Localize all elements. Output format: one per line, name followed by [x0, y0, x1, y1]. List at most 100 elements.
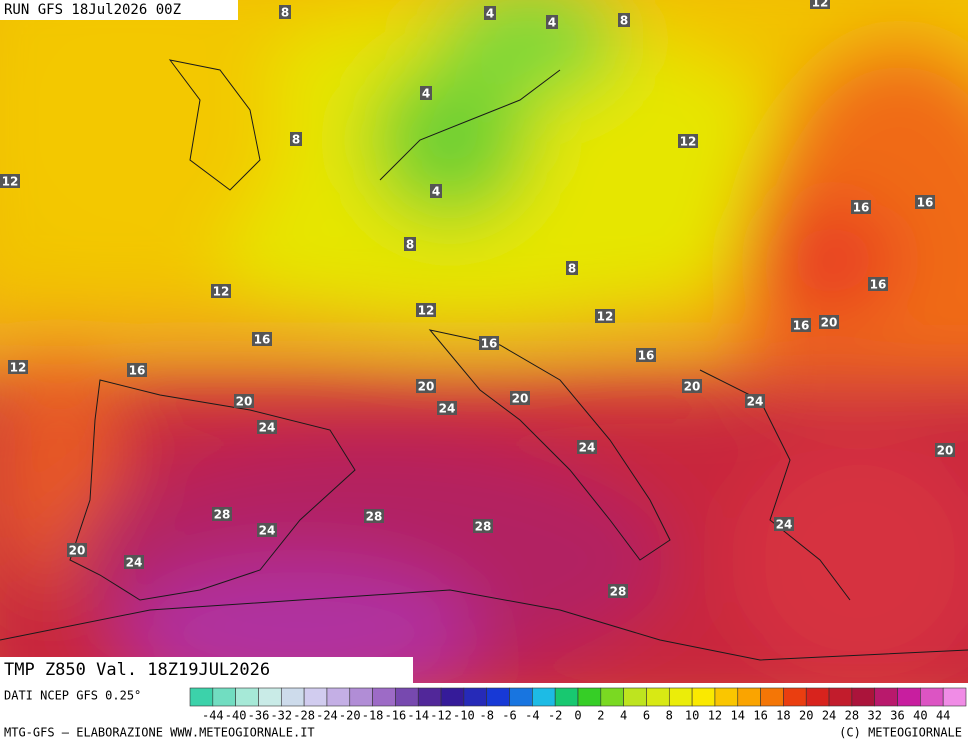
- contour-label: 8: [568, 262, 576, 276]
- color-bar-label: -18: [362, 709, 384, 723]
- color-bar-label: -12: [430, 709, 452, 723]
- contour-label: 20: [512, 392, 529, 406]
- contour-label-box: [290, 132, 302, 146]
- contour-label: 12: [213, 285, 230, 299]
- contour-label-box: [479, 336, 499, 350]
- color-bar-label: 24: [822, 709, 836, 723]
- contour-label: 28: [610, 585, 627, 599]
- contour-label: 8: [281, 6, 289, 20]
- color-bar-label: -4: [525, 709, 539, 723]
- contour-label-box: [420, 86, 432, 100]
- color-swatch: [463, 687, 488, 707]
- contour-label: 8: [620, 14, 628, 28]
- color-bar-label: 6: [643, 709, 650, 723]
- contour-label-box: [868, 277, 888, 291]
- contour-label: 16: [853, 201, 870, 215]
- contour-label-box: [577, 440, 597, 454]
- color-swatch: [235, 687, 259, 707]
- contour-label-box: [211, 284, 231, 298]
- color-swatch: [828, 687, 853, 707]
- contour-label: 24: [259, 524, 276, 538]
- contour-labels: 8 4 4 8 12 4 8 12 12 4 16 16 8 8 12 12 12 16 16 20 16 16 16 12 1…: [0, 0, 955, 599]
- contour-label: 8: [292, 133, 300, 147]
- contour-label-box: [774, 517, 794, 531]
- color-swatch: [714, 687, 739, 707]
- contour-label: 28: [475, 520, 492, 534]
- color-swatch: [577, 687, 602, 707]
- contour-label-box: [636, 348, 656, 362]
- contour-label: 24: [776, 518, 793, 532]
- contour-label: 24: [259, 421, 276, 435]
- contour-label: 16: [129, 364, 146, 378]
- contour-label: 28: [214, 508, 231, 522]
- contour-label: 20: [821, 316, 838, 330]
- contour-label: 16: [917, 196, 934, 210]
- color-bar-label: 40: [913, 709, 927, 723]
- color-bar: -44 -40 -36 -32 -28 -24 -20 -18 -16 -14 -12 -10 -8 -6…: [189, 687, 967, 723]
- contour-label-box: [404, 237, 416, 251]
- contour-label-box: [618, 13, 630, 27]
- contour-label: 12: [418, 304, 435, 318]
- color-bar-label: 28: [845, 709, 859, 723]
- color-bar-label: 10: [685, 709, 699, 723]
- contour-label-box: [364, 509, 384, 523]
- contour-label-box: [212, 507, 232, 521]
- contour-label-box: [437, 401, 457, 415]
- contour-label: 4: [422, 87, 430, 101]
- color-swatch: [395, 687, 419, 707]
- contour-label-box: [510, 391, 530, 405]
- color-swatch: [874, 687, 898, 707]
- contour-label-box: [819, 315, 839, 329]
- color-swatch: [440, 687, 465, 707]
- footer-left: MTG-GFS — ELABORAZIONE WWW.METEOGIORNALE…: [4, 726, 315, 740]
- contour-label-box: [678, 134, 698, 148]
- color-bar-label: 2: [597, 709, 604, 723]
- color-bar-label: -24: [316, 709, 338, 723]
- color-bar-label: 12: [708, 709, 722, 723]
- color-swatch: [623, 687, 647, 707]
- contour-label: 12: [10, 361, 27, 375]
- contour-label-box: [257, 420, 277, 434]
- contour-label-box: [595, 309, 615, 323]
- footer-right: (C) METEOGIORNALE: [839, 726, 962, 740]
- contour-label: 24: [579, 441, 596, 455]
- color-bar-label: 44: [936, 709, 950, 723]
- contour-label: 20: [69, 544, 86, 558]
- contour-label: 20: [684, 380, 701, 394]
- color-swatch: [486, 687, 510, 707]
- color-swatch: [646, 687, 670, 707]
- color-swatch: [942, 687, 967, 707]
- contour-label-box: [124, 555, 144, 569]
- color-swatch: [303, 687, 328, 707]
- contour-label: 24: [126, 556, 143, 570]
- contour-label-box: [127, 363, 147, 377]
- contour-label: 12: [2, 175, 19, 189]
- color-swatch: [280, 687, 305, 707]
- contour-label: 12: [812, 0, 829, 10]
- contour-label-box: [430, 184, 442, 198]
- color-swatch: [326, 687, 351, 707]
- data-source: DATI NCEP GFS 0.25°: [4, 689, 141, 703]
- color-swatch: [554, 687, 579, 707]
- contour-label: 24: [439, 402, 456, 416]
- run-box: [0, 0, 238, 20]
- contour-label-box: [67, 543, 87, 557]
- color-swatch: [920, 687, 944, 707]
- color-bar-label: 4: [620, 709, 627, 723]
- color-bar-label: 0: [574, 709, 581, 723]
- color-bar-label: -44: [202, 709, 224, 723]
- color-bar-label: -6: [502, 709, 516, 723]
- contour-label: 20: [418, 380, 435, 394]
- color-bar-label: -2: [548, 709, 562, 723]
- color-swatch: [258, 687, 282, 707]
- color-bar-label: 36: [890, 709, 904, 723]
- color-bar-label: -14: [407, 709, 429, 723]
- color-swatch: [668, 687, 693, 707]
- contour-label: 4: [548, 16, 556, 30]
- color-bar-label: 14: [731, 709, 745, 723]
- color-bar-label: 16: [753, 709, 767, 723]
- color-bar-label: -32: [270, 709, 292, 723]
- contour-label: 16: [870, 278, 887, 292]
- color-swatch: [372, 687, 396, 707]
